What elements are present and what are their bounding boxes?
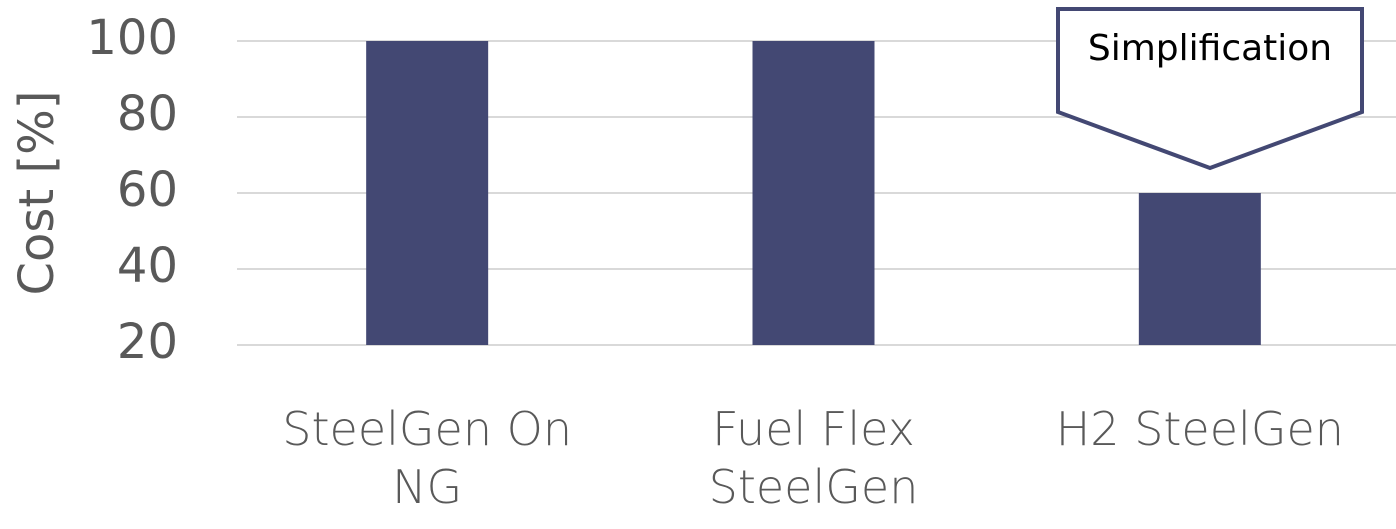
y-tick-label: 100 bbox=[86, 10, 178, 66]
y-tick-label: 60 bbox=[117, 162, 178, 218]
x-tick-label: Fuel Flex SteelGen bbox=[708, 402, 919, 514]
y-tick-label: 40 bbox=[117, 238, 178, 294]
y-tick-label: 20 bbox=[117, 314, 178, 370]
annotation: Simplification bbox=[1088, 28, 1332, 69]
callout bbox=[1056, 7, 1364, 171]
y-axis-label: Cost [%] bbox=[9, 90, 65, 295]
bar bbox=[752, 41, 875, 345]
bar bbox=[366, 41, 489, 345]
x-tick-label: H2 SteelGen bbox=[1055, 402, 1344, 456]
bar bbox=[1138, 193, 1261, 345]
y-tick-label: 80 bbox=[117, 86, 178, 142]
x-tick-label: SteelGen On NG bbox=[282, 402, 572, 514]
